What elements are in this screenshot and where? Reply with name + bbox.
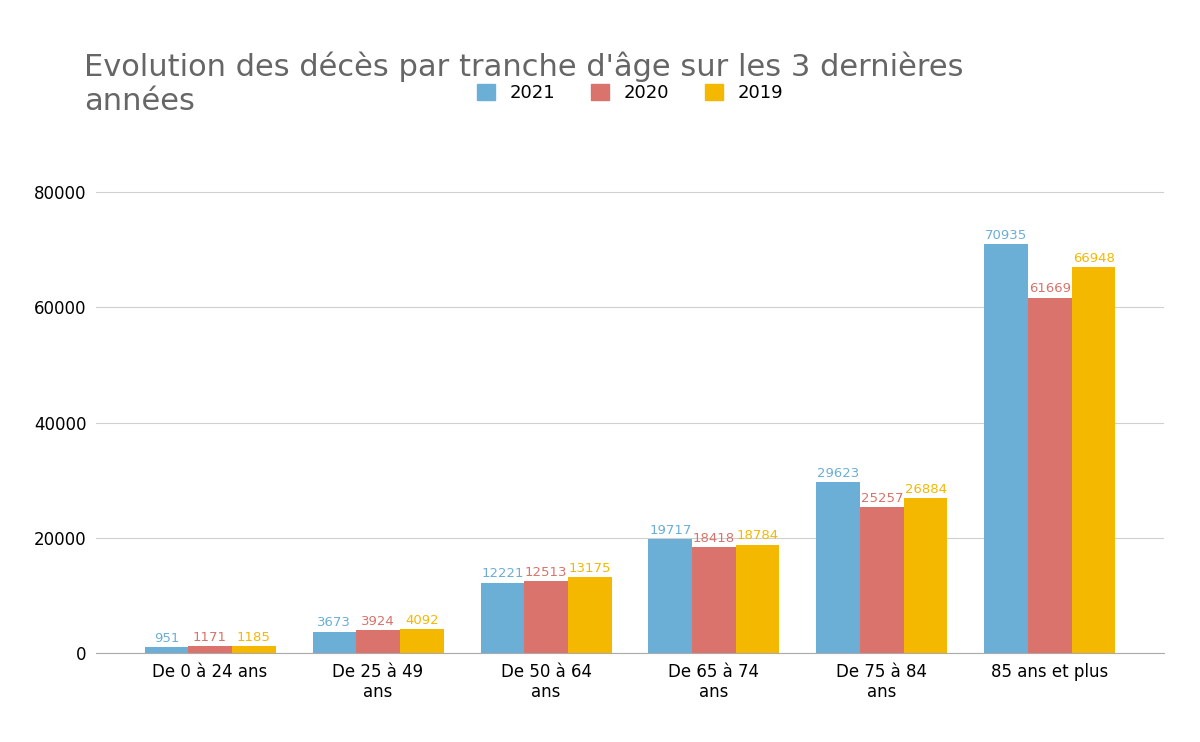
Text: 12513: 12513 — [524, 565, 568, 579]
Bar — [480, 582, 524, 653]
Bar — [568, 577, 612, 653]
Bar — [692, 547, 736, 653]
Text: 25257: 25257 — [860, 492, 904, 505]
Text: 1171: 1171 — [193, 631, 227, 644]
Text: 1185: 1185 — [236, 631, 271, 644]
Bar — [860, 508, 904, 653]
Legend: 2021, 2020, 2019: 2021, 2020, 2019 — [476, 84, 784, 102]
Text: 26884: 26884 — [905, 483, 947, 496]
Text: 70935: 70935 — [985, 229, 1027, 242]
Text: 61669: 61669 — [1028, 283, 1070, 295]
Text: 29623: 29623 — [817, 467, 859, 480]
Bar — [144, 648, 188, 653]
Bar — [188, 646, 232, 653]
Bar — [648, 539, 692, 653]
Text: 3673: 3673 — [318, 617, 352, 629]
Text: 13175: 13175 — [569, 562, 611, 575]
Text: 951: 951 — [154, 632, 179, 646]
Bar — [356, 631, 400, 653]
Text: Evolution des décès par tranche d'âge sur les 3 dernières
années: Evolution des décès par tranche d'âge su… — [84, 52, 964, 116]
Bar — [1072, 267, 1116, 653]
Bar — [904, 498, 948, 653]
Text: 18418: 18418 — [692, 531, 736, 545]
Bar — [312, 631, 356, 653]
Text: 66948: 66948 — [1073, 252, 1115, 265]
Text: 3924: 3924 — [361, 615, 395, 628]
Text: 12221: 12221 — [481, 567, 523, 580]
Bar — [816, 482, 860, 653]
Bar — [1028, 298, 1072, 653]
Bar — [232, 646, 276, 653]
Text: 18784: 18784 — [737, 530, 779, 542]
Text: 4092: 4092 — [404, 614, 438, 627]
Bar — [736, 545, 780, 653]
Bar — [400, 629, 444, 653]
Text: 19717: 19717 — [649, 524, 691, 537]
Bar — [984, 244, 1028, 653]
Bar — [524, 581, 568, 653]
